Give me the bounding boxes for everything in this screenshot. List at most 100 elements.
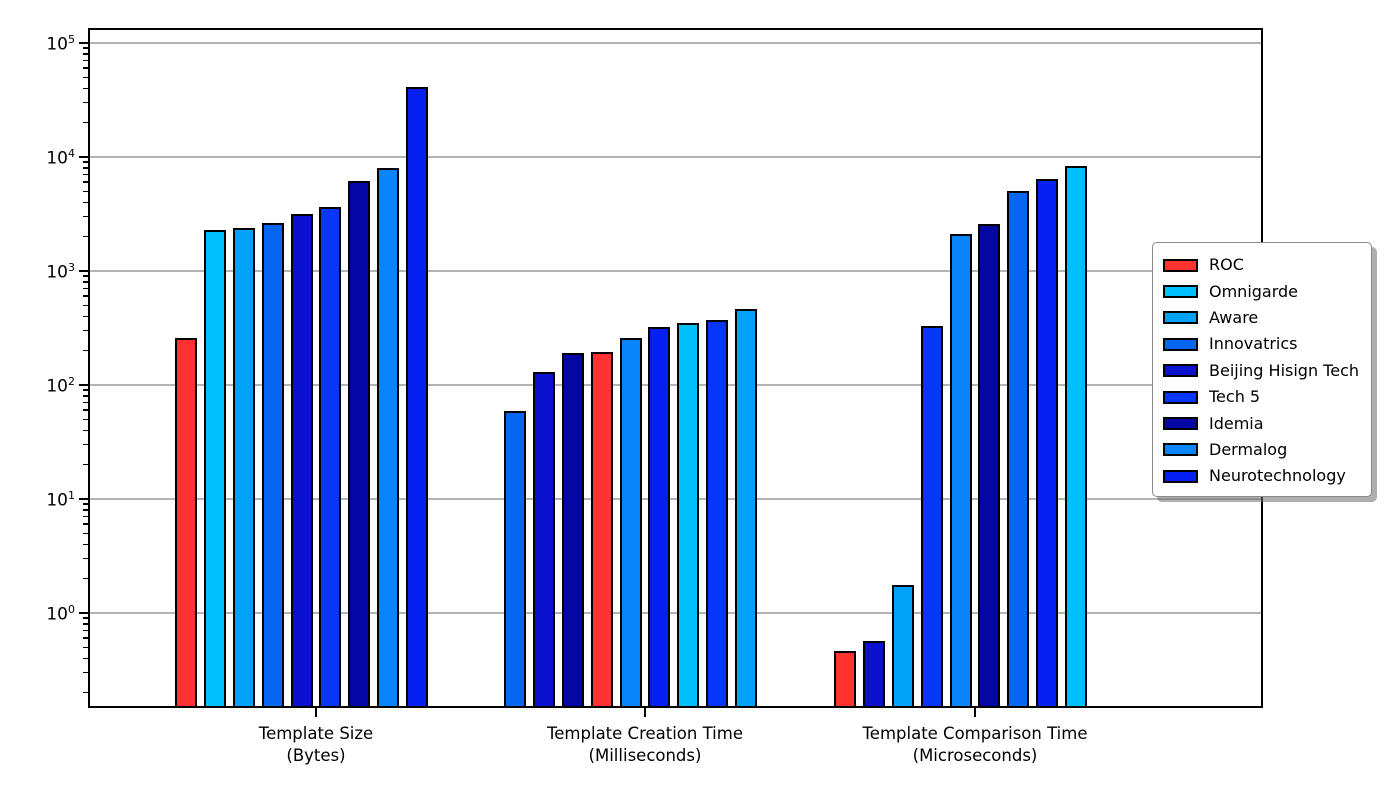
y-axis-minor-tick xyxy=(83,281,88,283)
y-axis-minor-tick xyxy=(83,295,88,298)
legend-label: Beijing Hisign Tech xyxy=(1209,360,1360,380)
y-axis-minor-tick xyxy=(83,304,88,307)
y-axis-minor-tick xyxy=(83,167,88,169)
y-axis-tick-label: 103 xyxy=(46,261,75,283)
x-axis-group-label-line1: Template Creation Time xyxy=(547,724,743,743)
bar xyxy=(290,214,313,708)
x-axis-group-label-line2: (Bytes) xyxy=(286,746,346,766)
bar xyxy=(504,411,527,708)
y-gridline xyxy=(88,612,1263,614)
y-axis-minor-tick xyxy=(83,201,88,204)
y-axis-minor-tick xyxy=(83,515,88,518)
legend-swatch-icon xyxy=(1163,285,1198,299)
legend-swatch-icon xyxy=(1163,337,1198,351)
bar xyxy=(1007,191,1030,708)
y-gridline xyxy=(88,42,1263,44)
y-gridline xyxy=(88,498,1263,500)
bar xyxy=(978,223,1001,708)
bar xyxy=(834,651,857,708)
x-axis-group-label-line2: (Microseconds) xyxy=(912,746,1038,766)
y-axis-minor-tick xyxy=(83,629,88,632)
bar xyxy=(204,229,227,708)
y-axis-minor-tick xyxy=(83,349,88,352)
y-axis-minor-tick xyxy=(83,173,88,176)
bar xyxy=(705,319,728,708)
legend-swatch-icon xyxy=(1163,258,1198,272)
y-axis-major-tick xyxy=(79,41,88,45)
x-axis-group-label: Template Creation Time (Milliseconds) xyxy=(547,723,743,768)
y-axis-minor-tick xyxy=(83,76,88,79)
y-axis-minor-tick xyxy=(83,691,88,694)
y-axis-minor-tick xyxy=(83,543,88,546)
x-axis-tick xyxy=(643,708,647,717)
y-axis-minor-tick xyxy=(83,637,88,640)
x-axis-group-label: Template Size (Bytes) xyxy=(259,723,373,768)
y-axis-minor-tick xyxy=(83,59,88,62)
bar xyxy=(376,168,399,708)
y-axis-minor-tick xyxy=(83,53,88,55)
y-axis-minor-tick xyxy=(83,395,88,397)
y-gridline xyxy=(88,270,1263,272)
y-axis-minor-tick xyxy=(83,443,88,446)
bar xyxy=(261,222,284,708)
legend-swatch-icon xyxy=(1163,364,1198,378)
legend: ROC Omnigarde Aware Innovatrics Beijing Hisi… xyxy=(1152,242,1372,497)
y-axis-minor-tick xyxy=(83,646,88,649)
legend-label: Omnigarde xyxy=(1209,281,1299,301)
y-axis-minor-tick xyxy=(83,389,88,391)
y-axis-major-tick xyxy=(79,383,88,387)
y-axis-minor-tick xyxy=(83,190,88,193)
y-axis-minor-tick xyxy=(83,47,88,49)
legend-label: ROC xyxy=(1209,255,1244,275)
legend-item: ROC xyxy=(1163,252,1359,278)
legend-swatch-icon xyxy=(1163,443,1198,457)
y-axis-minor-tick xyxy=(83,67,88,70)
y-axis-minor-tick xyxy=(83,577,88,580)
y-axis-major-tick xyxy=(79,497,88,501)
bar xyxy=(920,325,943,708)
bar xyxy=(561,353,584,708)
bar xyxy=(677,322,700,708)
x-axis-tick xyxy=(973,708,977,717)
y-axis-minor-tick xyxy=(83,503,88,505)
y-axis-minor-tick xyxy=(83,418,88,421)
y-axis-minor-tick xyxy=(83,329,88,332)
legend-label: Aware xyxy=(1209,307,1259,327)
legend-swatch-icon xyxy=(1163,469,1198,483)
y-axis-tick-label: 104 xyxy=(46,147,75,169)
bar xyxy=(648,326,671,708)
y-axis-minor-tick xyxy=(83,463,88,466)
y-axis-minor-tick xyxy=(83,671,88,674)
x-axis-tick xyxy=(314,708,318,717)
y-gridline xyxy=(88,384,1263,386)
bar xyxy=(1035,179,1058,708)
bar xyxy=(1064,165,1087,708)
y-axis-minor-tick xyxy=(83,523,88,526)
y-axis-minor-tick xyxy=(83,623,88,625)
y-axis-minor-tick xyxy=(83,101,88,104)
bar xyxy=(348,181,371,708)
y-axis-minor-tick xyxy=(83,509,88,511)
legend-label: Tech 5 xyxy=(1209,387,1261,407)
legend-item: Neurotechnology xyxy=(1163,463,1359,489)
bar xyxy=(319,206,342,708)
bar xyxy=(405,87,428,708)
bar xyxy=(734,309,757,708)
legend-swatch-icon xyxy=(1163,417,1198,431)
legend-item: Omnigarde xyxy=(1163,278,1359,304)
bar xyxy=(863,640,886,708)
y-axis-tick-label: 101 xyxy=(46,489,75,511)
y-axis-major-tick xyxy=(79,611,88,615)
legend-label: Idemia xyxy=(1209,413,1264,433)
legend-item: Tech 5 xyxy=(1163,384,1359,410)
legend-item: Innovatrics xyxy=(1163,331,1359,357)
bar xyxy=(949,234,972,708)
bar xyxy=(533,371,556,708)
y-axis-minor-tick xyxy=(83,161,88,163)
y-axis-minor-tick xyxy=(83,657,88,660)
bar xyxy=(232,228,255,708)
y-axis-minor-tick xyxy=(83,87,88,90)
bar xyxy=(891,585,914,708)
legend-item: Dermalog xyxy=(1163,437,1359,463)
legend-item: Idemia xyxy=(1163,410,1359,436)
